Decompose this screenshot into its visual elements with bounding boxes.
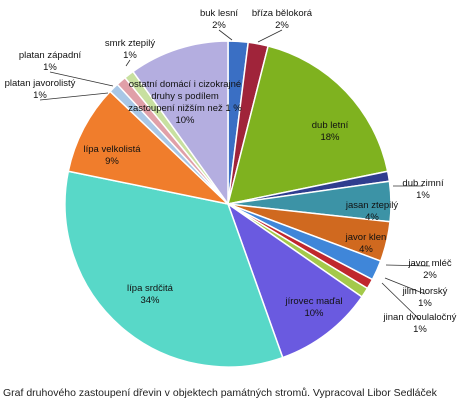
slice-value: 34%: [140, 295, 160, 306]
leader-line: [384, 277, 426, 295]
slice-label: javor klen 4%: [336, 232, 396, 256]
slice-label: ostatní domácí i cizokrajné druhy s podí…: [128, 79, 243, 127]
slice-value: 4%: [359, 244, 373, 255]
slice-value: 1%: [123, 50, 137, 61]
slice-value: 1%: [43, 62, 57, 73]
slice-name: jasan ztepilý: [345, 200, 399, 211]
slice-name: ostatní domácí i cizokrajné druhy s podí…: [128, 79, 242, 114]
slice-label: jasan ztepilý 4%: [342, 200, 402, 224]
slice-name: javor klen: [345, 232, 387, 243]
slice-label: lípa srdčitá 34%: [120, 283, 180, 307]
pie-slice: [67, 90, 231, 206]
leader-line: [385, 264, 431, 267]
slice-label: bříza bělokorá 2%: [242, 8, 322, 32]
leader-line: [381, 282, 421, 321]
slice-label: jilm horský 1%: [395, 286, 455, 310]
slice-name: jírovec maďal: [285, 296, 343, 307]
caption: Graf druhového zastoupení dřevin v objek…: [3, 387, 437, 399]
slice-name: buk lesní: [199, 8, 239, 19]
slice-value: 1%: [33, 90, 47, 101]
slice-name: jilm horský: [402, 286, 448, 297]
slice-name: lípa srdčitá: [127, 283, 173, 294]
leader-line: [257, 29, 283, 43]
pie-slice: [226, 45, 389, 205]
slice-label: platan javorolistý 1%: [0, 78, 80, 102]
slice-name: bříza bělokorá: [251, 8, 313, 19]
slice-value: 10%: [175, 115, 195, 126]
slice-label: javor mléč 2%: [400, 258, 460, 282]
leader-line: [49, 71, 114, 87]
slice-value: 10%: [304, 308, 324, 319]
slice-value: 4%: [365, 212, 379, 223]
slice-label: dub letní 18%: [300, 120, 360, 144]
slice-label: dub zimní 1%: [393, 178, 453, 202]
slice-name: platan javorolistý: [4, 78, 76, 89]
slice-value: 2%: [423, 270, 437, 281]
leader-line: [218, 29, 233, 41]
slice-value: 2%: [275, 20, 289, 31]
slice-label: jinan dvoulaločný 1%: [375, 312, 465, 336]
slice-name: smrk ztepilý: [104, 38, 156, 49]
slice-value: 1%: [416, 190, 430, 201]
slice-name: dub letní: [311, 120, 349, 131]
slice-value: 1%: [418, 298, 432, 309]
pie-slice: [226, 202, 363, 359]
slice-name: javor mléč: [408, 258, 452, 269]
leader-line: [125, 59, 131, 67]
slice-value: 18%: [320, 132, 340, 143]
slice-value: 2%: [212, 20, 226, 31]
pie-slice: [131, 40, 229, 207]
slice-label: jírovec maďal 10%: [279, 296, 349, 320]
slice-label: smrk ztepilý 1%: [95, 38, 165, 62]
slice-name: lípa velkolistá: [83, 144, 141, 155]
slice-name: jinan dvoulaločný: [383, 312, 457, 323]
slice-value: 1%: [413, 324, 427, 335]
slice-value: 9%: [105, 156, 119, 167]
leader-line: [39, 92, 109, 101]
slice-name: dub zimní: [402, 178, 444, 189]
slice-name: platan západní: [18, 50, 82, 61]
slice-label: lípa velkolistá 9%: [77, 144, 147, 168]
slice-label: platan západní 1%: [10, 50, 90, 74]
pie-slice: [64, 170, 284, 368]
slice-label: buk lesní 2%: [189, 8, 249, 32]
